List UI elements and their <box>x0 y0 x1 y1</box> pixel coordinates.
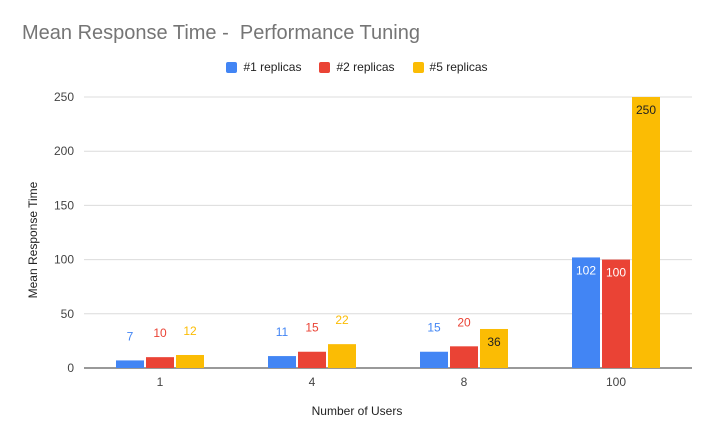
legend-item-series-2: #2 replicas <box>319 60 395 74</box>
data-label: 12 <box>183 324 197 338</box>
data-label: 100 <box>606 266 626 280</box>
y-tick-label: 150 <box>54 198 74 212</box>
bar <box>146 357 174 368</box>
legend-label-series-2: #2 replicas <box>336 60 395 74</box>
bar <box>420 351 448 368</box>
bar <box>176 354 204 368</box>
legend-label-series-3: #5 replicas <box>429 60 488 74</box>
x-axis-label: Number of Users <box>311 404 403 418</box>
data-label: 15 <box>305 321 319 335</box>
legend-swatch-series-1 <box>226 61 238 73</box>
data-label: 250 <box>636 103 656 117</box>
y-tick-label: 200 <box>54 144 74 158</box>
x-tick-label: 4 <box>309 375 316 389</box>
x-tick-label: 1 <box>157 375 164 389</box>
data-label: 10 <box>153 326 167 340</box>
data-label: 15 <box>427 321 441 335</box>
bar <box>572 257 600 368</box>
legend-item-series-1: #1 replicas <box>226 60 301 74</box>
legend-swatch-series-2 <box>319 61 331 73</box>
y-tick-label: 0 <box>67 361 74 375</box>
data-label: 20 <box>457 315 471 329</box>
data-label: 7 <box>127 329 134 343</box>
bar <box>632 97 660 368</box>
x-tick-label: 100 <box>606 375 626 389</box>
y-tick-label: 100 <box>54 253 74 267</box>
legend-item-series-3: #5 replicas <box>412 60 488 74</box>
data-label: 36 <box>487 335 501 349</box>
legend-label-series-1: #1 replicas <box>243 60 302 74</box>
legend: #1 replicas #2 replicas #5 replicas <box>0 60 714 74</box>
data-label: 22 <box>335 313 349 327</box>
bar <box>480 328 508 368</box>
bar <box>298 351 326 368</box>
bar <box>450 346 478 368</box>
data-label: 11 <box>276 325 289 339</box>
data-label: 102 <box>576 263 596 277</box>
y-tick-label: 250 <box>54 90 74 104</box>
bar <box>268 356 296 368</box>
legend-swatch-series-3 <box>412 61 424 73</box>
bar <box>328 344 356 368</box>
chart-title: Mean Response Time - Performance Tuning <box>22 22 420 44</box>
y-tick-label: 50 <box>61 307 75 321</box>
bar <box>602 259 630 368</box>
x-tick-label: 8 <box>461 375 468 389</box>
bar <box>116 360 144 368</box>
